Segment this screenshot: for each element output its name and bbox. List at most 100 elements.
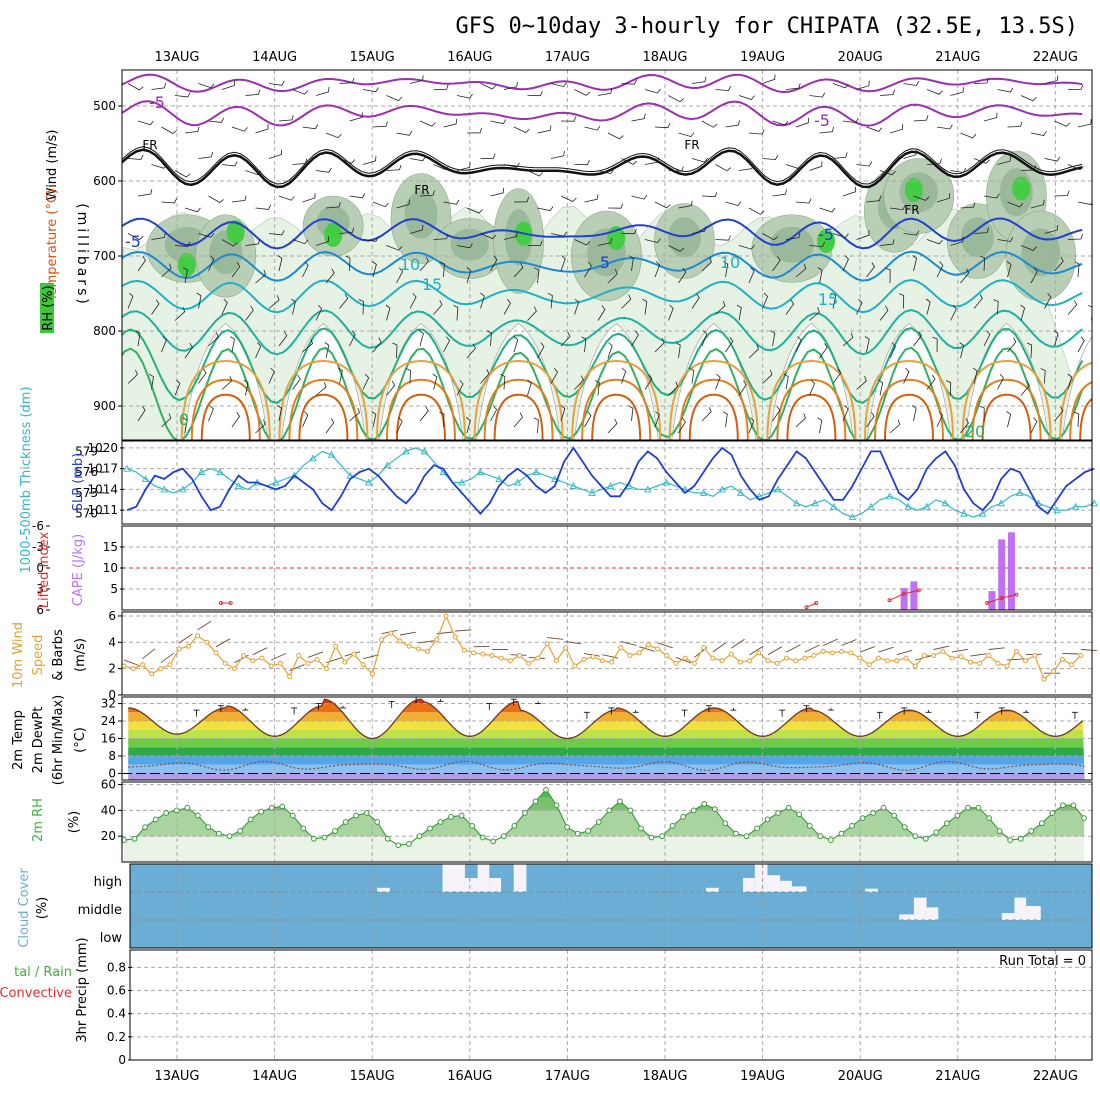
wind-speed-point bbox=[728, 651, 734, 657]
cape-bar bbox=[900, 588, 908, 610]
rh-point bbox=[754, 825, 760, 832]
wind-speed-point bbox=[958, 654, 964, 660]
wind-speed-point bbox=[590, 654, 596, 660]
wind-barb bbox=[993, 299, 999, 315]
wind-barb bbox=[174, 241, 191, 247]
wind-barb bbox=[715, 235, 731, 241]
wind-barb bbox=[819, 207, 836, 213]
rh-point bbox=[711, 806, 718, 812]
wind-barb bbox=[292, 89, 309, 95]
wind-barb bbox=[631, 330, 639, 347]
thickness-point bbox=[941, 499, 950, 507]
cloud-panel: high middle low Cloud Cover (%) bbox=[17, 863, 1093, 949]
rh-point bbox=[1007, 837, 1014, 843]
cloud-bars bbox=[377, 864, 1041, 920]
surface-wind-barb bbox=[565, 641, 582, 645]
wind-barb bbox=[547, 292, 553, 309]
rh-point bbox=[152, 816, 159, 823]
wind-barb bbox=[480, 83, 497, 90]
wind-barb bbox=[1074, 261, 1080, 278]
surface-wind-barb bbox=[841, 639, 857, 646]
wind-barb bbox=[1007, 121, 1023, 128]
cape-bar bbox=[1007, 532, 1015, 610]
wind-barb bbox=[701, 191, 718, 198]
wind-barb bbox=[879, 170, 896, 176]
wind-barb bbox=[277, 405, 282, 422]
wind-barb bbox=[722, 411, 728, 428]
wind-speed-point bbox=[829, 650, 835, 656]
wind-barb bbox=[345, 255, 351, 272]
tick-label: 20 bbox=[101, 829, 116, 843]
wind-speed-line bbox=[121, 613, 1084, 682]
thickness-point bbox=[978, 509, 987, 517]
wind-barb bbox=[866, 412, 875, 428]
wind-barb bbox=[278, 195, 295, 201]
wind-barb bbox=[148, 373, 154, 390]
wind-speed-point bbox=[167, 662, 173, 668]
wind-barb bbox=[325, 418, 335, 434]
rh-point bbox=[353, 812, 360, 819]
rh-point bbox=[258, 808, 265, 815]
wind-barb bbox=[409, 224, 424, 234]
bottom-day-label: 22AUG bbox=[1033, 1069, 1078, 1084]
wind-barb bbox=[1044, 75, 1059, 84]
wind-barb bbox=[1067, 373, 1073, 390]
tick-label: 0 bbox=[36, 561, 44, 575]
wind-barb bbox=[292, 374, 301, 390]
wind-barb bbox=[691, 76, 707, 84]
wind-barb bbox=[550, 368, 558, 384]
thickness-point bbox=[420, 447, 429, 455]
rh-point bbox=[975, 804, 982, 811]
wind-barb bbox=[456, 162, 471, 171]
temp-band bbox=[128, 729, 1085, 739]
wind-barb bbox=[208, 255, 215, 272]
wind-barb bbox=[912, 255, 918, 272]
wind-barb bbox=[433, 300, 443, 315]
top-day-label: 18AUG bbox=[642, 50, 687, 65]
wind-barb bbox=[174, 306, 186, 321]
wind-barb bbox=[182, 417, 188, 434]
wind-barb bbox=[654, 411, 660, 428]
wind-barb bbox=[1040, 368, 1046, 384]
wind-barb bbox=[607, 418, 618, 434]
thickness-point bbox=[588, 488, 596, 496]
temp-band bbox=[128, 712, 1085, 722]
wind-barb bbox=[208, 195, 224, 203]
wind-barb bbox=[795, 413, 806, 428]
tick-label: 1017 bbox=[87, 462, 118, 476]
wind-barb bbox=[960, 132, 977, 139]
wind-speed-point bbox=[305, 660, 311, 666]
wind-barb bbox=[362, 373, 370, 390]
wind-barb bbox=[371, 411, 377, 428]
wind-barb bbox=[315, 167, 332, 173]
wind-speed-point bbox=[1023, 658, 1029, 664]
wind-barb bbox=[701, 257, 712, 272]
wind-barbs bbox=[127, 74, 1092, 434]
wind-barb bbox=[809, 161, 823, 171]
wind-barb bbox=[255, 342, 262, 359]
wind-barb bbox=[701, 120, 718, 128]
wind-barb bbox=[950, 167, 967, 173]
wind-barb bbox=[550, 231, 567, 237]
wind-barb bbox=[221, 298, 228, 315]
wind-barb bbox=[628, 405, 634, 422]
tick-label: 15 bbox=[103, 540, 118, 554]
wind-speed-point bbox=[139, 662, 145, 668]
wind-barb bbox=[1030, 199, 1045, 209]
wind-barb bbox=[127, 154, 144, 160]
rh-point bbox=[321, 834, 328, 841]
wind-barb bbox=[631, 194, 648, 200]
wind-barb bbox=[480, 292, 485, 309]
middle-cloud-bar bbox=[1026, 906, 1041, 920]
lifted-index-point bbox=[814, 601, 819, 605]
top-day-label: 20AUG bbox=[838, 50, 883, 65]
wind-barb bbox=[772, 189, 787, 197]
wind-barb bbox=[1007, 337, 1017, 353]
wind-barb bbox=[748, 344, 759, 359]
wind-barb bbox=[503, 299, 511, 315]
wind-barb bbox=[879, 239, 895, 246]
warm-contour bbox=[1079, 397, 1092, 440]
wind-speed-point bbox=[535, 655, 541, 661]
wind-barb bbox=[1020, 304, 1026, 321]
surface-wind-barb bbox=[399, 631, 416, 636]
